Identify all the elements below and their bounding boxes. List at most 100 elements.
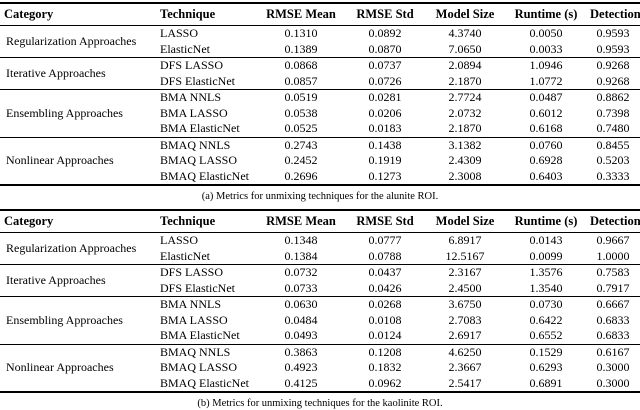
metrics-table-alunite: Category Technique RMSE Mean RMSE Std Mo… xyxy=(0,2,640,186)
technique-cell: BMA LASSO xyxy=(160,312,228,327)
group-ensembling: Ensembling Approaches BMA NNLS 0.0630 0.… xyxy=(0,297,640,344)
technique-cell: BMAQ ElasticNet xyxy=(160,375,249,390)
metric-cell: 0.1389 xyxy=(284,41,318,56)
metric-cell: 0.7480 xyxy=(596,121,630,135)
group-iterative: Iterative Approaches DFS LASSO 0.0868 0.… xyxy=(0,58,640,90)
metric-cell: 2.0894 xyxy=(448,58,482,72)
metric-cell: 0.0487 xyxy=(529,90,563,104)
metric-cell: 2.1870 xyxy=(448,73,482,88)
metric-cell: 0.0484 xyxy=(284,312,318,327)
technique-cell: BMAQ LASSO xyxy=(160,360,238,374)
col-header-runtime: Runtime (s) xyxy=(506,2,586,26)
metric-cell: 0.9268 xyxy=(596,73,630,88)
technique-cell: BMA ElasticNet xyxy=(160,121,240,135)
metric-cell: 0.4923 xyxy=(284,360,318,374)
metric-cell: 0.0099 xyxy=(529,248,563,263)
metric-cell: 0.0788 xyxy=(368,248,402,263)
metric-cell: 4.6250 xyxy=(448,344,482,359)
metric-cell: 0.8862 xyxy=(596,90,630,104)
metric-cell: 0.0033 xyxy=(529,41,563,56)
technique-cell: LASSO xyxy=(160,233,199,247)
table-header: Category Technique RMSE Mean RMSE Std Mo… xyxy=(0,209,640,233)
metric-cell: 2.3008 xyxy=(448,168,482,183)
metric-cell: 0.6891 xyxy=(529,375,563,390)
metric-cell: 6.8917 xyxy=(448,233,482,247)
table-row: ElasticNet 0.1384 0.0788 12.5167 0.0099 … xyxy=(0,249,640,265)
col-header-detection: Detection xyxy=(586,2,640,26)
metric-cell: 0.1529 xyxy=(529,344,563,359)
technique-cell: DFS ElasticNet xyxy=(160,73,235,88)
metric-cell: 2.7083 xyxy=(448,312,482,327)
group-regularization: Regularization Approaches LASSO 0.1348 0… xyxy=(0,233,640,265)
metric-cell: 2.4500 xyxy=(448,280,482,295)
col-header-category: Category xyxy=(0,209,156,233)
header-row: Category Technique RMSE Mean RMSE Std Mo… xyxy=(0,2,640,26)
metric-cell: 0.6167 xyxy=(596,344,630,359)
metric-cell: 0.0143 xyxy=(529,233,563,247)
table-row: ElasticNet 0.1389 0.0870 7.0650 0.0033 0… xyxy=(0,42,640,58)
category-cell: Ensembling Approaches xyxy=(6,105,123,120)
metric-cell: 0.2743 xyxy=(284,137,318,152)
metric-cell: 0.3863 xyxy=(284,344,318,359)
technique-cell: BMA NNLS xyxy=(160,297,222,311)
metric-cell: 0.9593 xyxy=(596,26,630,40)
technique-cell: LASSO xyxy=(160,26,199,40)
metric-cell: 3.6750 xyxy=(448,297,482,311)
metric-cell: 1.3576 xyxy=(529,265,563,279)
metric-cell: 12.5167 xyxy=(445,248,485,263)
metric-cell: 7.0650 xyxy=(448,41,482,56)
metric-cell: 0.0050 xyxy=(529,26,563,40)
table-row: DFS ElasticNet 0.0857 0.0726 2.1870 1.07… xyxy=(0,74,640,90)
metric-cell: 1.3540 xyxy=(529,280,563,295)
group-regularization: Regularization Approaches LASSO 0.1310 0… xyxy=(0,26,640,58)
table-row: Iterative Approaches DFS LASSO 0.0732 0.… xyxy=(0,265,640,287)
category-cell: Regularization Approaches xyxy=(6,33,137,48)
metric-cell: 0.0281 xyxy=(368,90,402,104)
technique-cell: BMAQ NNLS xyxy=(160,137,231,152)
metric-cell: 0.0868 xyxy=(284,58,318,72)
group-iterative: Iterative Approaches DFS LASSO 0.0732 0.… xyxy=(0,265,640,297)
table-row: Nonlinear Approaches BMAQ NNLS 0.2743 0.… xyxy=(0,137,640,168)
metric-cell: 0.7917 xyxy=(596,280,630,295)
col-header-technique: Technique xyxy=(156,2,256,26)
metric-cell: 0.0525 xyxy=(284,121,318,135)
table-row: Nonlinear Approaches BMAQ NNLS 0.3863 0.… xyxy=(0,344,640,375)
metric-cell: 0.1832 xyxy=(368,360,402,374)
col-header-model-size: Model Size xyxy=(424,2,506,26)
metric-cell: 0.9268 xyxy=(596,58,630,72)
metric-cell: 0.1348 xyxy=(284,233,318,247)
metric-cell: 0.6403 xyxy=(529,168,563,183)
metric-cell: 0.0730 xyxy=(529,297,563,311)
table-row: Iterative Approaches DFS LASSO 0.0868 0.… xyxy=(0,58,640,80)
metric-cell: 0.0760 xyxy=(529,137,563,152)
category-cell: Nonlinear Approaches xyxy=(6,153,114,167)
metric-cell: 0.0493 xyxy=(284,328,318,342)
technique-cell: DFS ElasticNet xyxy=(160,280,235,295)
table-row: BMAQ LASSO 0.4923 0.1832 2.3667 0.6293 0… xyxy=(0,360,640,376)
metric-cell: 0.6168 xyxy=(529,121,563,135)
technique-cell: BMA ElasticNet xyxy=(160,328,240,342)
metric-cell: 0.6293 xyxy=(529,360,563,374)
metric-cell: 0.1919 xyxy=(368,153,402,167)
metric-cell: 0.0732 xyxy=(284,265,318,279)
metric-cell: 2.3667 xyxy=(448,360,482,374)
metric-cell: 0.0777 xyxy=(368,233,402,247)
metric-cell: 2.0732 xyxy=(448,105,482,120)
table-caption-b: (b) Metrics for unmixing techniques for … xyxy=(197,398,443,409)
metric-cell: 2.6917 xyxy=(448,328,482,342)
table-row: BMAQ ElasticNet 0.4125 0.0962 2.5417 0.6… xyxy=(0,376,640,393)
metric-cell: 0.2696 xyxy=(284,168,318,183)
table-row: DFS ElasticNet 0.0733 0.0426 2.4500 1.35… xyxy=(0,281,640,297)
metric-cell: 0.6833 xyxy=(596,312,630,327)
metric-cell: 0.5203 xyxy=(596,153,630,167)
category-cell: Nonlinear Approaches xyxy=(6,360,114,374)
metric-cell: 0.6012 xyxy=(529,105,563,120)
metric-cell: 0.0538 xyxy=(284,105,318,120)
category-cell: Ensembling Approaches xyxy=(6,312,123,327)
technique-cell: DFS LASSO xyxy=(160,58,224,72)
technique-cell: ElasticNet xyxy=(160,248,210,263)
group-ensembling: Ensembling Approaches BMA NNLS 0.0519 0.… xyxy=(0,90,640,137)
metric-cell: 0.0206 xyxy=(368,105,402,120)
technique-cell: BMAQ LASSO xyxy=(160,153,238,167)
